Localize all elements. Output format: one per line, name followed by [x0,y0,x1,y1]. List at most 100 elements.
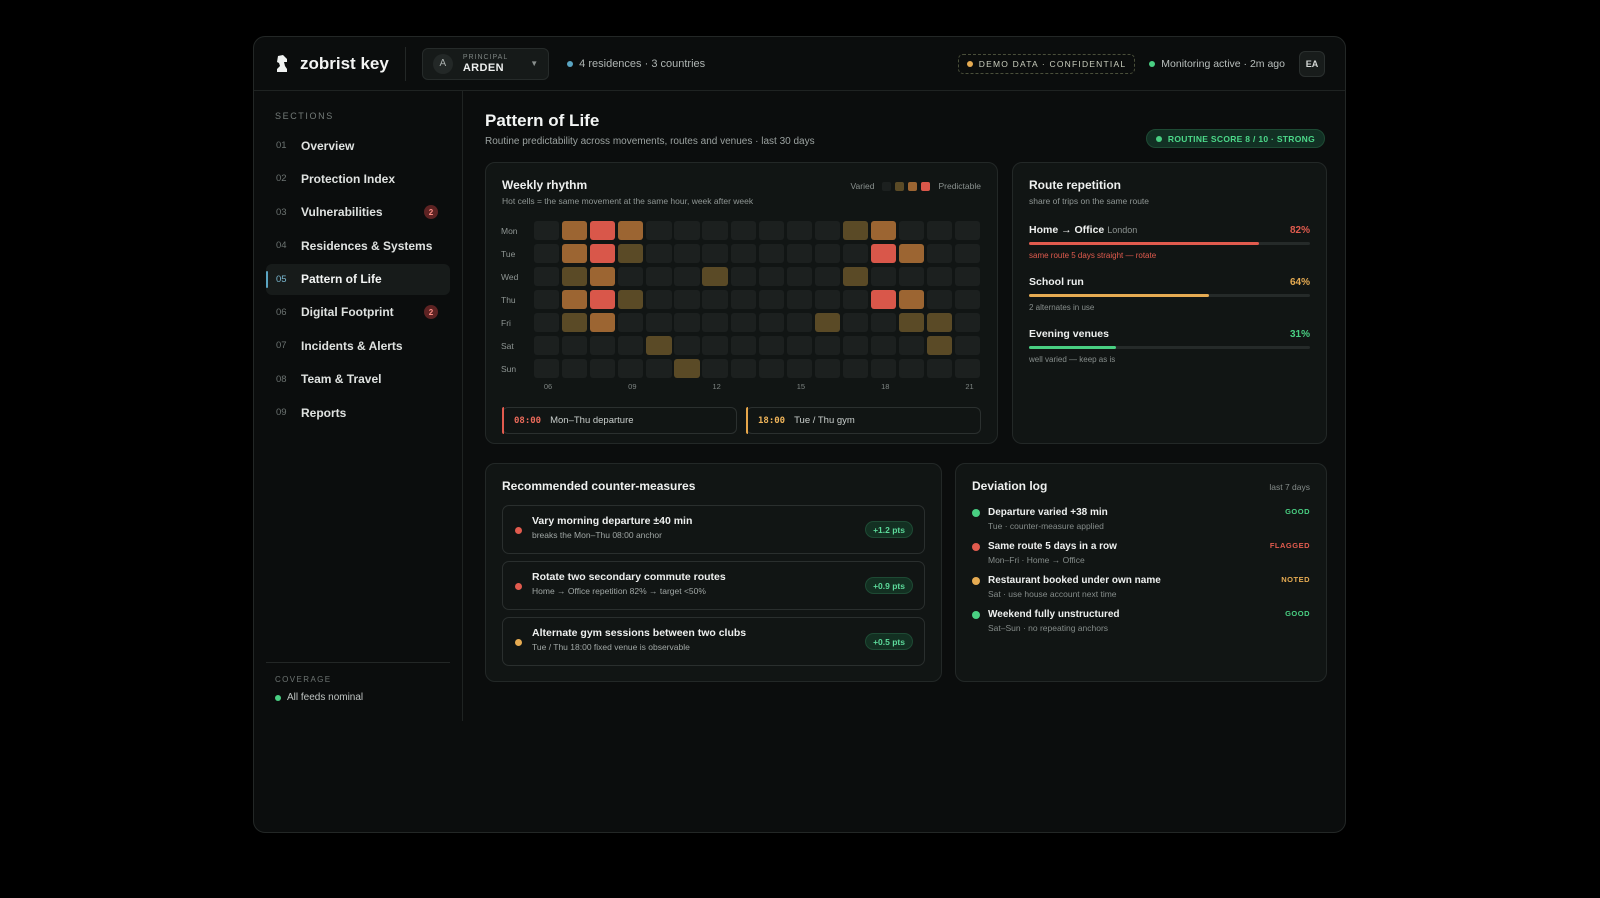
heatmap-cell[interactable] [674,358,700,379]
sidebar-item-vulnerabilities[interactable]: 03 Vulnerabilities 2 [266,197,450,228]
heatmap-cell[interactable] [646,335,672,356]
heatmap-cell[interactable] [927,243,953,264]
heatmap-cell[interactable] [534,335,560,356]
heatmap-cell[interactable] [955,220,981,241]
heatmap-cell[interactable] [730,312,756,333]
heatmap-cell[interactable] [842,243,869,264]
heatmap-cell[interactable] [786,312,812,333]
heatmap-cell[interactable] [814,266,840,287]
heatmap-cell[interactable] [730,220,756,241]
counter-measure-item[interactable]: Rotate two secondary commute routes Home … [502,561,925,610]
heatmap-cell[interactable] [534,220,560,241]
deviation-item[interactable]: Restaurant booked under own name Sat · us… [972,575,1310,599]
heatmap-cell[interactable] [590,358,616,379]
heatmap-cell[interactable] [927,358,953,379]
heatmap-cell[interactable] [758,335,784,356]
heatmap-cell[interactable] [562,289,588,310]
heatmap-cell[interactable] [534,312,560,333]
heatmap-cell[interactable] [646,220,672,241]
user-avatar[interactable]: EA [1299,50,1325,77]
heatmap-cell[interactable] [562,220,588,241]
sidebar-item-pattern-of-life[interactable]: 05 Pattern of Life [266,263,450,295]
heatmap-cell[interactable] [618,358,644,379]
heatmap-cell[interactable] [786,289,812,310]
counter-measure-item[interactable]: Vary morning departure ±40 min breaks the… [502,505,925,554]
heatmap-cell[interactable] [646,312,672,333]
heatmap-cell[interactable] [927,335,953,356]
heatmap-cell[interactable] [786,220,812,241]
heatmap-cell[interactable] [899,358,925,379]
heatmap-cell[interactable] [674,243,700,264]
heatmap-cell[interactable] [842,220,869,241]
sidebar-item-protection-index[interactable]: 02 Protection Index [266,163,450,194]
heatmap-cell[interactable] [870,289,897,310]
heatmap-cell[interactable] [899,266,925,287]
heatmap-cell[interactable] [702,243,728,264]
heatmap-cell[interactable] [702,335,728,356]
heatmap-cell[interactable] [702,289,728,310]
heatmap-cell[interactable] [590,243,616,264]
heatmap-cell[interactable] [590,220,616,241]
heatmap-cell[interactable] [758,220,784,241]
heatmap-cell[interactable] [758,289,784,310]
route-item[interactable]: Home → Office London 82% same route 5 days … [1029,224,1310,260]
heatmap-cell[interactable] [899,220,925,241]
brand-logo[interactable]: zobrist key [274,46,406,81]
heatmap-cell[interactable] [562,266,588,287]
heatmap-cell[interactable] [674,335,700,356]
heatmap-cell[interactable] [955,243,981,264]
heatmap-cell[interactable] [730,243,756,264]
heatmap-cell[interactable] [562,243,588,264]
anchor-departure[interactable]: 08:00 Mon–Thu departure [502,407,737,434]
heatmap-cell[interactable] [870,358,897,379]
heatmap-cell[interactable] [955,266,981,287]
heatmap-cell[interactable] [590,312,616,333]
deviation-item[interactable]: Departure varied +38 min Tue · counter-me… [972,507,1310,531]
heatmap-cell[interactable] [870,266,897,287]
heatmap-cell[interactable] [899,335,925,356]
heatmap-cell[interactable] [955,358,981,379]
heatmap-cell[interactable] [646,358,672,379]
heatmap-cell[interactable] [927,220,953,241]
heatmap-cell[interactable] [758,358,784,379]
heatmap-cell[interactable] [674,220,700,241]
heatmap-cell[interactable] [786,335,812,356]
heatmap-cell[interactable] [758,266,784,287]
heatmap-cell[interactable] [814,220,840,241]
heatmap-cell[interactable] [842,312,869,333]
heatmap-cell[interactable] [646,289,672,310]
heatmap-cell[interactable] [814,358,840,379]
heatmap-cell[interactable] [534,289,560,310]
heatmap-cell[interactable] [534,266,560,287]
heatmap-cell[interactable] [618,243,644,264]
route-item[interactable]: School run 64% 2 alternates in use [1029,276,1310,312]
heatmap-cell[interactable] [590,335,616,356]
heatmap-cell[interactable] [562,358,588,379]
heatmap-cell[interactable] [674,312,700,333]
heatmap-cell[interactable] [955,289,981,310]
heatmap-cell[interactable] [618,312,644,333]
sidebar-item-incidents-alerts[interactable]: 07 Incidents & Alerts [266,330,450,361]
anchor-gym[interactable]: 18:00 Tue / Thu gym [746,407,981,434]
heatmap-cell[interactable] [842,266,869,287]
heatmap-cell[interactable] [899,289,925,310]
sidebar-item-team-travel[interactable]: 08 Team & Travel [266,364,450,395]
heatmap-cell[interactable] [899,243,925,264]
heatmap-cell[interactable] [758,243,784,264]
heatmap-cell[interactable] [786,358,812,379]
principal-selector[interactable]: A PRINCIPAL ARDEN ▼ [421,47,550,80]
heatmap-cell[interactable] [814,335,840,356]
heatmap-cell[interactable] [646,243,672,264]
route-item[interactable]: Evening venues 31% well varied — keep as i… [1029,328,1310,364]
heatmap-cell[interactable] [786,243,812,264]
heatmap-cell[interactable] [618,220,644,241]
heatmap-cell[interactable] [590,266,616,287]
heatmap-cell[interactable] [927,289,953,310]
heatmap-cell[interactable] [730,358,756,379]
heatmap-cell[interactable] [842,358,869,379]
heatmap-cell[interactable] [814,243,840,264]
heatmap-cell[interactable] [618,289,644,310]
heatmap-cell[interactable] [702,312,728,333]
heatmap-cell[interactable] [618,266,644,287]
counter-measure-item[interactable]: Alternate gym sessions between two clubs… [502,617,925,666]
